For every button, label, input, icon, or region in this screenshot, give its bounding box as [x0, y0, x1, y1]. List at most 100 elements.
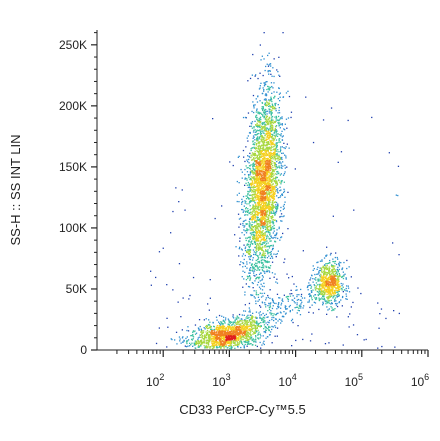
scatter-point — [259, 248, 261, 250]
scatter-point — [254, 232, 256, 234]
scatter-point — [353, 209, 355, 211]
scatter-point — [256, 269, 258, 271]
scatter-point — [203, 330, 205, 332]
scatter-point — [258, 157, 260, 159]
scatter-point — [259, 166, 261, 168]
scatter-point — [274, 192, 276, 194]
scatter-point — [223, 337, 225, 340]
scatter-point — [244, 177, 246, 179]
scatter-point — [256, 119, 259, 121]
scatter-point — [258, 183, 261, 186]
scatter-point — [307, 285, 309, 287]
scatter-point — [289, 311, 291, 313]
scatter-point — [275, 108, 277, 110]
scatter-point — [211, 328, 213, 330]
scatter-point — [279, 297, 281, 299]
scatter-point — [252, 282, 254, 285]
scatter-point — [279, 210, 282, 212]
scatter-point — [280, 220, 282, 222]
scatter-point — [224, 329, 226, 331]
scatter-point — [316, 268, 318, 270]
scatter-point — [236, 200, 238, 203]
scatter-point — [216, 343, 218, 345]
scatter-point — [270, 99, 273, 101]
scatter-point — [321, 280, 323, 282]
scatter-point — [194, 342, 196, 344]
scatter-point — [214, 217, 216, 220]
scatter-point — [236, 318, 238, 320]
scatter-point — [256, 202, 259, 204]
scatter-point — [268, 247, 271, 249]
scatter-point — [269, 63, 272, 65]
scatter-point — [296, 289, 298, 291]
scatter-point — [270, 312, 272, 314]
scatter-point — [267, 252, 269, 254]
scatter-point — [269, 297, 271, 299]
scatter-point — [262, 178, 264, 180]
scatter-point — [255, 292, 258, 294]
scatter-point — [255, 221, 258, 223]
scatter-point — [255, 339, 257, 341]
scatter-point — [172, 210, 174, 213]
scatter-point — [264, 254, 266, 256]
scatter-point — [262, 256, 264, 259]
scatter-point — [337, 287, 339, 289]
scatter-point — [223, 336, 225, 338]
scatter-point — [264, 330, 266, 333]
scatter-point — [277, 122, 279, 124]
scatter-point — [274, 95, 276, 98]
scatter-point — [324, 264, 326, 266]
scatter-point — [264, 163, 266, 165]
scatter-point — [189, 294, 191, 297]
scatter-point — [341, 287, 343, 290]
scatter-point — [318, 289, 320, 291]
scatter-point — [261, 151, 263, 153]
scatter-point — [259, 180, 261, 182]
scatter-point — [388, 152, 390, 154]
scatter-point — [323, 284, 325, 286]
scatter-point — [263, 202, 265, 204]
scatter-point — [210, 338, 213, 340]
scatter-point — [274, 159, 276, 161]
scatter-point — [272, 222, 275, 224]
scatter-point — [272, 170, 274, 172]
scatter-point — [244, 214, 246, 216]
scatter-point — [240, 337, 242, 339]
scatter-point — [253, 180, 256, 182]
scatter-point — [268, 135, 270, 137]
scatter-point — [342, 275, 344, 277]
scatter-point — [263, 343, 265, 346]
scatter-point — [261, 150, 263, 152]
scatter-point — [245, 325, 247, 327]
scatter-point — [334, 292, 336, 294]
scatter-point — [308, 282, 310, 284]
scatter-point — [240, 332, 243, 334]
scatter-point — [224, 339, 226, 341]
scatter-point — [255, 170, 257, 172]
scatter-point — [244, 340, 247, 342]
scatter-point — [218, 314, 221, 317]
scatter-point — [271, 194, 273, 196]
scatter-point — [253, 196, 256, 198]
scatter-point — [269, 108, 271, 110]
scatter-point — [259, 201, 261, 204]
scatter-point — [335, 304, 338, 306]
scatter-point — [216, 328, 218, 330]
scatter-point — [249, 132, 251, 134]
scatter-point — [268, 200, 271, 202]
scatter-point — [264, 111, 266, 113]
scatter-point — [263, 217, 265, 219]
scatter-point — [254, 168, 256, 170]
scatter-point — [158, 251, 161, 253]
scatter-point — [249, 314, 251, 316]
scatter-point — [326, 306, 328, 308]
scatter-point — [197, 337, 199, 339]
scatter-point — [254, 253, 256, 256]
scatter-point — [252, 217, 254, 219]
scatter-point — [345, 287, 347, 290]
scatter-point — [272, 138, 274, 140]
scatter-point — [254, 206, 257, 208]
scatter-point — [276, 69, 278, 71]
scatter-point — [265, 150, 267, 152]
scatter-point — [266, 123, 269, 125]
